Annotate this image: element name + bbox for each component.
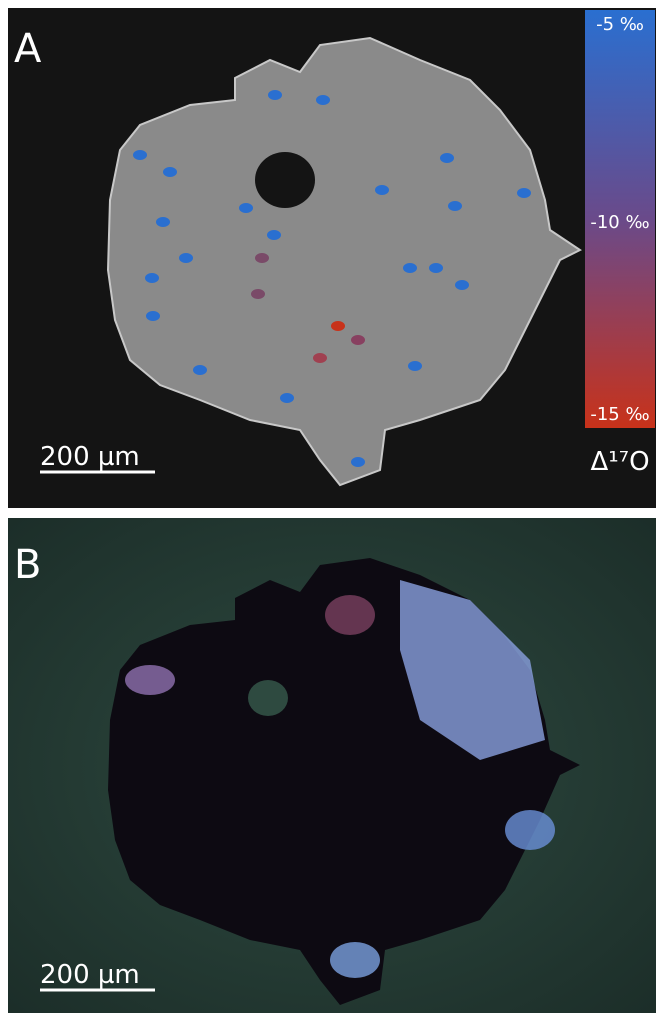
panel-a: A 200 µm -5 ‰ -10 ‰ -15 ‰ Δ¹⁷O (8, 8, 656, 508)
panel-b: B 200 µm (8, 518, 656, 1013)
void (255, 152, 315, 208)
colorbar-label: -15 ‰ (590, 404, 649, 425)
panel-label: A (14, 26, 42, 72)
blue-patches (125, 580, 555, 978)
scale-bar-label: 200 µm (40, 442, 140, 472)
panel-label: B (14, 542, 41, 588)
colorbar-label: -5 ‰ (596, 14, 644, 35)
scale-bar-label: 200 µm (40, 960, 140, 990)
spots (133, 90, 531, 467)
colorbar-label: -10 ‰ (590, 212, 649, 233)
void (248, 680, 288, 716)
red-spots (251, 253, 365, 363)
grain (106, 36, 582, 487)
colorbar-title: Δ¹⁷O (590, 447, 649, 477)
colorbar (585, 10, 655, 428)
